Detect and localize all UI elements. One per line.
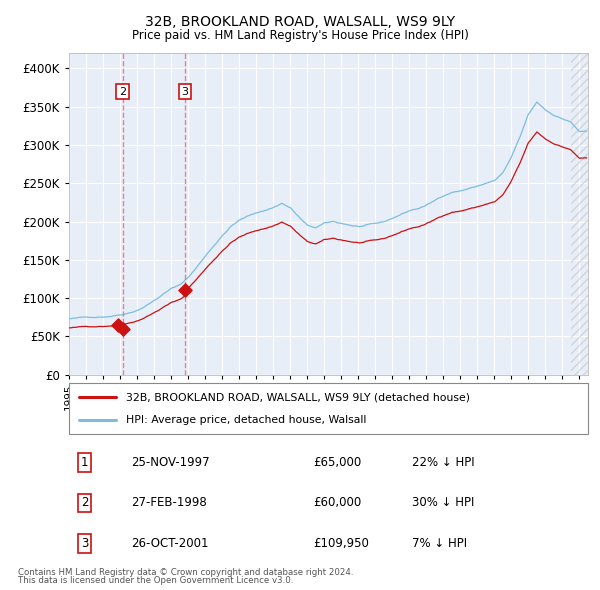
Point — [118, 324, 127, 333]
Text: Contains HM Land Registry data © Crown copyright and database right 2024.: Contains HM Land Registry data © Crown c… — [18, 568, 353, 577]
Text: £65,000: £65,000 — [313, 456, 361, 469]
Text: 7% ↓ HPI: 7% ↓ HPI — [412, 537, 467, 550]
FancyBboxPatch shape — [69, 384, 588, 434]
Point — [180, 286, 190, 295]
Text: 3: 3 — [182, 87, 188, 97]
Text: 27-FEB-1998: 27-FEB-1998 — [131, 496, 207, 510]
Text: This data is licensed under the Open Government Licence v3.0.: This data is licensed under the Open Gov… — [18, 576, 293, 585]
Text: 30% ↓ HPI: 30% ↓ HPI — [412, 496, 474, 510]
Text: 32B, BROOKLAND ROAD, WALSALL, WS9 9LY: 32B, BROOKLAND ROAD, WALSALL, WS9 9LY — [145, 15, 455, 29]
Text: HPI: Average price, detached house, Walsall: HPI: Average price, detached house, Wals… — [126, 415, 367, 425]
Text: £60,000: £60,000 — [313, 496, 361, 510]
Text: £109,950: £109,950 — [313, 537, 369, 550]
Text: 26-OCT-2001: 26-OCT-2001 — [131, 537, 209, 550]
Text: 2: 2 — [119, 87, 126, 97]
Point — [113, 320, 123, 330]
Text: 1: 1 — [81, 456, 88, 469]
Text: 3: 3 — [81, 537, 88, 550]
Text: 25-NOV-1997: 25-NOV-1997 — [131, 456, 210, 469]
Text: 32B, BROOKLAND ROAD, WALSALL, WS9 9LY (detached house): 32B, BROOKLAND ROAD, WALSALL, WS9 9LY (d… — [126, 392, 470, 402]
Text: 2: 2 — [81, 496, 88, 510]
Text: Price paid vs. HM Land Registry's House Price Index (HPI): Price paid vs. HM Land Registry's House … — [131, 30, 469, 42]
Text: 22% ↓ HPI: 22% ↓ HPI — [412, 456, 474, 469]
